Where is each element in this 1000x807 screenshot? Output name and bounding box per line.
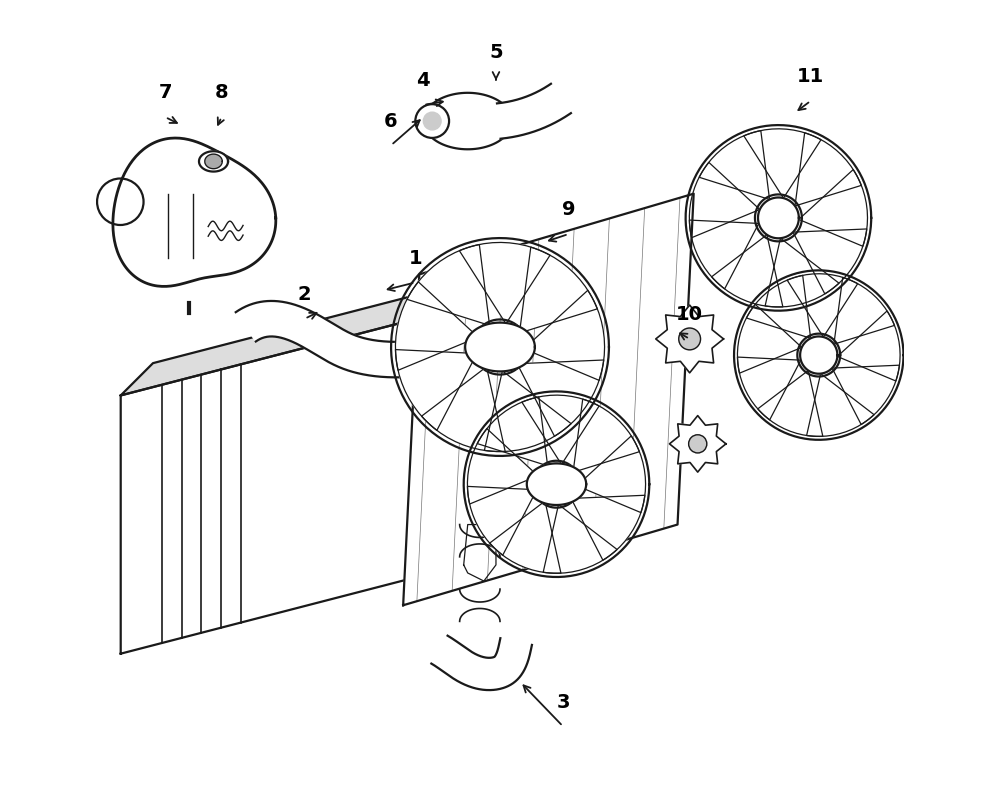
Polygon shape: [465, 323, 535, 371]
Text: 5: 5: [489, 43, 503, 62]
Polygon shape: [484, 371, 571, 452]
Polygon shape: [669, 416, 726, 472]
Polygon shape: [415, 104, 449, 138]
Polygon shape: [765, 238, 839, 307]
Polygon shape: [712, 235, 783, 307]
Polygon shape: [407, 245, 490, 325]
Text: 8: 8: [215, 83, 228, 102]
Text: 11: 11: [797, 67, 824, 86]
Polygon shape: [689, 162, 760, 238]
Polygon shape: [121, 274, 496, 395]
Polygon shape: [543, 504, 617, 573]
Polygon shape: [464, 525, 496, 581]
Polygon shape: [744, 129, 821, 198]
Polygon shape: [746, 275, 811, 338]
Polygon shape: [423, 93, 512, 149]
Polygon shape: [787, 274, 858, 337]
Circle shape: [476, 323, 524, 371]
Polygon shape: [832, 366, 899, 424]
Polygon shape: [477, 397, 548, 466]
Polygon shape: [464, 274, 496, 565]
Polygon shape: [689, 220, 759, 289]
Polygon shape: [834, 278, 894, 345]
Polygon shape: [113, 138, 276, 286]
Polygon shape: [459, 242, 550, 324]
Polygon shape: [199, 151, 228, 172]
Polygon shape: [573, 399, 639, 472]
Polygon shape: [205, 154, 222, 169]
Circle shape: [423, 112, 441, 130]
Polygon shape: [236, 301, 412, 378]
Polygon shape: [497, 84, 571, 139]
Circle shape: [800, 337, 837, 374]
Text: 9: 9: [562, 200, 575, 220]
Polygon shape: [795, 133, 861, 206]
Polygon shape: [527, 463, 586, 505]
Polygon shape: [395, 282, 478, 370]
Text: 4: 4: [417, 71, 430, 90]
Text: 7: 7: [158, 83, 172, 102]
Polygon shape: [467, 487, 537, 555]
Text: 2: 2: [298, 285, 312, 304]
Text: 6: 6: [384, 111, 398, 131]
Text: 3: 3: [556, 692, 570, 712]
Polygon shape: [121, 307, 464, 654]
Polygon shape: [517, 360, 604, 437]
Circle shape: [689, 435, 707, 453]
Circle shape: [679, 328, 701, 350]
Circle shape: [536, 464, 577, 504]
Polygon shape: [403, 194, 694, 605]
Polygon shape: [490, 501, 561, 573]
Polygon shape: [699, 131, 770, 199]
Polygon shape: [577, 436, 646, 512]
Polygon shape: [422, 367, 505, 452]
Circle shape: [758, 198, 799, 238]
Polygon shape: [431, 636, 532, 690]
Polygon shape: [524, 291, 605, 380]
Polygon shape: [807, 374, 874, 437]
Polygon shape: [395, 349, 477, 430]
Polygon shape: [737, 304, 802, 373]
Polygon shape: [467, 429, 538, 504]
Polygon shape: [799, 169, 868, 246]
Polygon shape: [519, 247, 597, 333]
Polygon shape: [656, 305, 724, 373]
Circle shape: [97, 178, 144, 225]
Polygon shape: [522, 395, 599, 464]
Text: 1: 1: [408, 249, 422, 268]
Polygon shape: [571, 495, 645, 560]
Text: 10: 10: [676, 305, 703, 324]
Polygon shape: [737, 357, 801, 420]
Polygon shape: [837, 311, 900, 381]
Polygon shape: [793, 229, 867, 294]
Polygon shape: [758, 370, 823, 437]
